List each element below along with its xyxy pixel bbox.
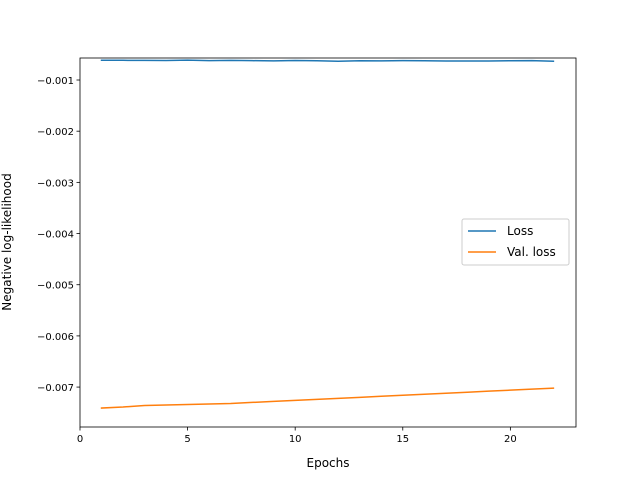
y-tick-label: −0.002 — [37, 127, 74, 138]
y-tick-label: −0.003 — [37, 178, 74, 189]
y-tick-label: −0.006 — [37, 332, 74, 343]
series-line-0 — [100, 59, 555, 62]
x-tick-label: 15 — [396, 434, 409, 445]
series-line-1 — [100, 387, 555, 409]
axes-frame — [79, 57, 577, 428]
y-tick-label: −0.005 — [37, 281, 74, 292]
x-axis-label: Epochs — [307, 456, 350, 470]
legend-label-0: Loss — [507, 224, 533, 238]
x-tick-label: 0 — [77, 434, 83, 445]
y-tick-label: −0.004 — [37, 230, 74, 241]
legend-label-1: Val. loss — [507, 245, 556, 259]
y-tick-label: −0.007 — [37, 383, 74, 394]
legend: Loss Val. loss — [461, 218, 570, 266]
series-layer — [100, 59, 555, 409]
y-tick-label: −0.001 — [37, 76, 74, 87]
y-axis-label: Negative log-likelihood — [0, 173, 14, 310]
x-tick-label: 5 — [184, 434, 190, 445]
x-tick-label: 10 — [289, 434, 302, 445]
x-tick-label: 20 — [504, 434, 517, 445]
axes-layer: 0 5 10 15 20 −0.001 −0.002 −0.003 −0.004 −0.005 −0… — [37, 57, 577, 445]
